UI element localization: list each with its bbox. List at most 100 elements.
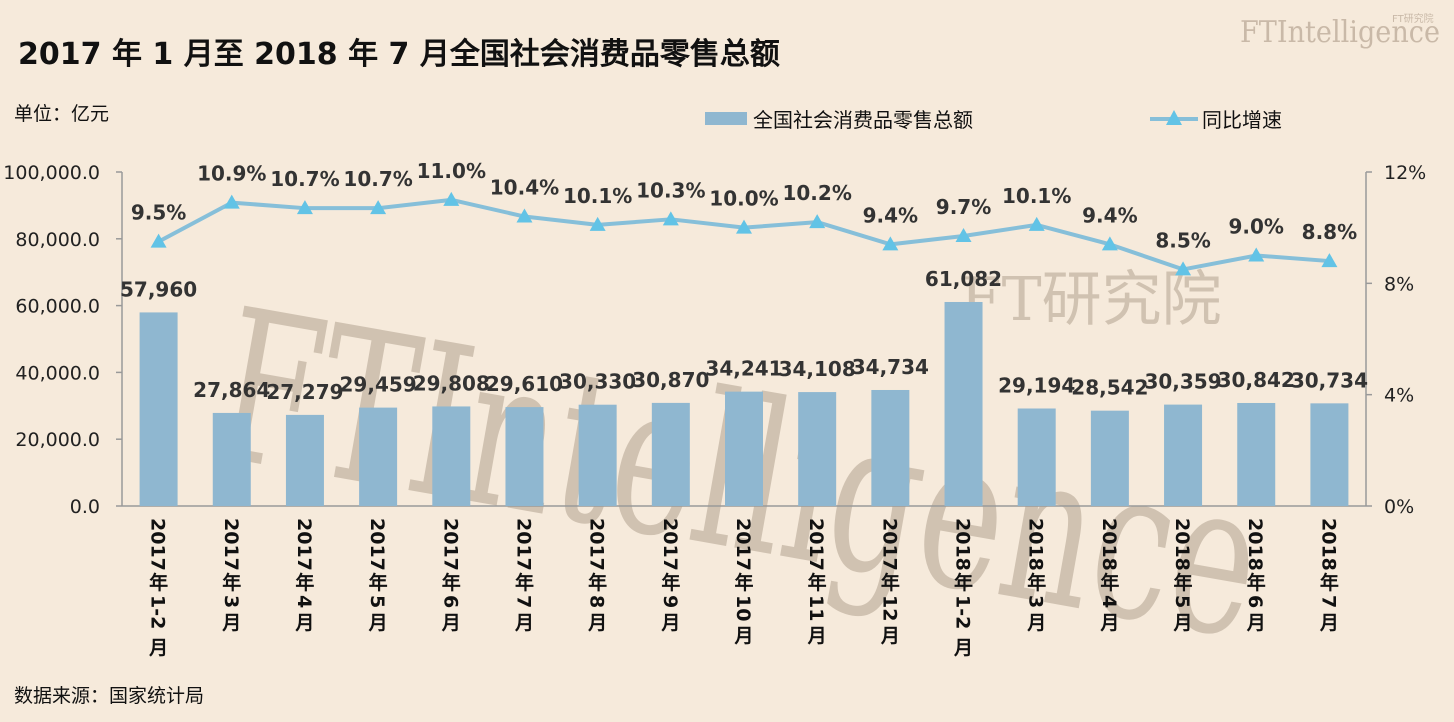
y-left-tick-label: 80,000.0 [15,229,100,251]
growth-point [1175,261,1192,276]
growth-point [1101,236,1118,251]
x-tick-char: 月 [1026,612,1046,634]
x-tick-year: 2017 [586,518,608,571]
bar [1237,402,1276,506]
bar [212,412,251,506]
x-tick-char: 月 [587,612,607,634]
bar-labels: 57,96027,86427,27929,45929,80829,61030,3… [120,267,1368,404]
bar [1017,408,1056,506]
bar-value-label: 29,610 [486,372,563,396]
growth-value-label: 10.7% [270,167,339,191]
growth-line [150,191,1338,276]
x-tick-year: 2017 [220,518,242,571]
x-tick-month: 5 [366,595,388,608]
bar-value-label: 27,279 [266,380,343,404]
growth-point [370,200,387,215]
logo-cn-text: FT研究院 [1392,12,1434,25]
bar-value-label: 27,864 [193,378,270,402]
x-tick-char: 年 [1247,571,1266,594]
bar [578,404,617,506]
x-tick-year: 2017 [147,518,169,571]
x-tick-year: 2017 [805,518,827,571]
growth-value-label: 9.0% [1229,215,1284,239]
growth-value-label: 10.2% [782,181,851,205]
x-tick-year: 2017 [366,518,388,571]
bar [871,389,910,506]
growth-value-label: 11.0% [417,159,486,183]
bar [651,402,690,506]
bar-value-label: 29,194 [998,373,1075,397]
growth-point [882,236,899,251]
x-tick-char: 年 [1100,571,1119,594]
x-tick-month: 7 [512,595,534,608]
source-note: 数据来源：国家统计局 [14,685,204,707]
brand-logo: FTIntelligence FT研究院 [1240,12,1440,50]
growth-value-label: 9.4% [863,203,918,227]
growth-value-label: 10.9% [197,162,266,186]
x-tick-char: 月 [1099,612,1119,634]
x-tick-year: 2018 [1098,518,1120,571]
bar-value-label: 30,734 [1291,368,1368,392]
y-left-tick-label: 40,000.0 [15,362,100,384]
x-tick-char: 年 [442,571,461,594]
growth-value-label: 10.1% [1002,184,1071,208]
legend: 全国社会消费品零售总额 同比增速 [705,108,1282,132]
bar [359,407,398,506]
bar-value-label: 34,734 [852,355,929,379]
growth-value-label: 9.4% [1082,203,1137,227]
x-tick-char: 月 [441,612,461,634]
x-tick-char: 月 [1319,612,1339,634]
x-tick-char: 月 [807,625,827,647]
y-ticks-left: 0.0 20,000.0 40,000.0 60,000.0 80,000.0 100,0… [3,162,122,518]
bars [139,301,1349,506]
growth-point [516,208,533,223]
x-tick-month: 1-2 [147,595,169,629]
y-left-tick-label: 100,000.0 [3,162,100,184]
bar-value-label: 30,870 [632,368,709,392]
x-tick-month: 4 [1098,595,1120,608]
x-tick-year: 2017 [439,518,461,571]
growth-point [955,228,972,243]
growth-point [809,214,826,229]
growth-value-label: 9.7% [936,195,991,219]
x-tick-month: 3 [220,595,242,608]
x-tick-year: 2017 [732,518,754,571]
bar-value-label: 30,330 [559,370,636,394]
x-tick-month: 7 [1317,595,1339,608]
x-tick-char: 年 [661,571,680,594]
bar [432,406,471,506]
bar-value-label: 30,359 [1144,370,1221,394]
growth-value-label: 10.1% [563,184,632,208]
bar [1164,404,1203,506]
legend-bar-label: 全国社会消费品零售总额 [753,108,973,132]
growth-value-label: 10.7% [343,167,412,191]
y-right-tick-label: 12% [1384,162,1426,184]
bar-value-label: 30,842 [1218,368,1295,392]
bar-value-label: 29,459 [340,373,417,397]
x-tick-char: 年 [1174,571,1193,594]
bar [798,392,837,506]
growth-point [443,191,460,206]
bar [1090,410,1129,506]
y-left-tick-label: 0.0 [70,496,100,518]
x-tick-month: 12 [878,595,900,621]
growth-point [662,211,679,226]
x-tick-char: 年 [515,571,534,594]
x-tick-char: 年 [881,571,900,594]
x-tick-char: 月 [880,625,900,647]
x-tick-char: 年 [222,571,241,594]
x-tick-month: 4 [293,595,315,608]
growth-value-label: 10.0% [709,187,778,211]
x-tick-char: 月 [221,612,241,634]
x-tick-month: 6 [439,595,461,608]
x-tick-char: 年 [369,571,388,594]
x-tick-year: 2017 [512,518,534,571]
x-tick-char: 月 [514,612,534,634]
x-tick-year: 2018 [1025,518,1047,571]
bar [1310,403,1349,506]
x-tick-year: 2018 [952,518,974,571]
x-tick-char: 年 [734,571,753,594]
bar [944,301,983,506]
x-tick-year: 2017 [293,518,315,571]
